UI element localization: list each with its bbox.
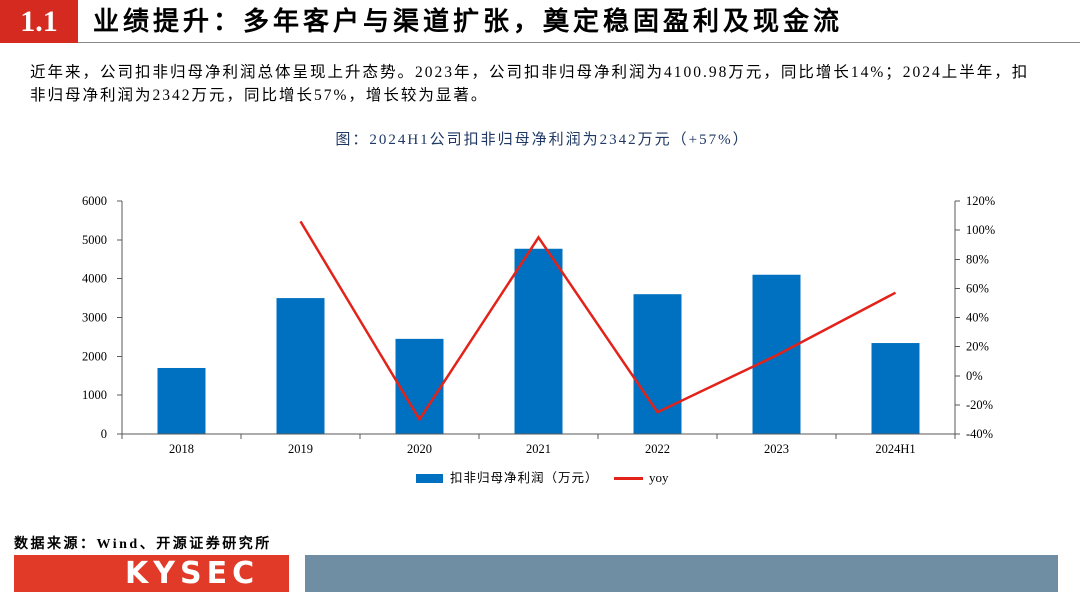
bar-2019 bbox=[276, 298, 325, 434]
x-tick-label: 2020 bbox=[407, 442, 432, 456]
right-tick-label: 60% bbox=[966, 281, 989, 295]
bar-2018 bbox=[157, 367, 206, 434]
left-tick-label: 2000 bbox=[82, 349, 107, 363]
x-tick-label: 2019 bbox=[288, 442, 313, 456]
kysec-logo: KYSEC bbox=[14, 555, 289, 592]
bar-2024H1 bbox=[871, 343, 920, 434]
legend-line-swatch bbox=[614, 477, 643, 480]
legend-bar-swatch bbox=[416, 474, 443, 483]
intro-line: 非归母净利润为2342万元，同比增长57%，增长较为显著。 bbox=[30, 87, 489, 104]
x-tick-label: 2021 bbox=[526, 442, 551, 456]
logo-text: KYSEC bbox=[125, 556, 260, 591]
right-tick-label: 40% bbox=[966, 311, 989, 325]
data-source-note: 数据来源：Wind、开源证券研究所 bbox=[14, 537, 272, 552]
right-tick-label: 100% bbox=[966, 223, 995, 237]
intro-line: 近年来，公司扣非归母净利润总体呈现上升态势。2023年，公司扣非归母净利润为41… bbox=[30, 64, 1030, 81]
left-tick-label: 5000 bbox=[82, 233, 107, 247]
bar-2021 bbox=[514, 248, 563, 434]
right-tick-label: 20% bbox=[966, 340, 989, 354]
left-tick-label: 3000 bbox=[82, 311, 107, 325]
legend-line-label: yoy bbox=[649, 470, 669, 485]
footer-bar bbox=[305, 555, 1058, 592]
x-tick-label: 2024H1 bbox=[875, 442, 915, 456]
left-tick-label: 4000 bbox=[82, 272, 107, 286]
right-tick-label: 80% bbox=[966, 252, 989, 266]
x-tick-label: 2022 bbox=[645, 442, 670, 456]
header-divider bbox=[78, 42, 1080, 43]
chart-plot: 0 1000 2000 3000 4000 5000 6000 -40% -20% 0% 20% 40… bbox=[82, 194, 995, 456]
x-tick-label: 2018 bbox=[169, 442, 194, 456]
right-tick-label: 120% bbox=[966, 194, 995, 208]
page-title: 业绩提升：多年客户与渠道扩张，奠定稳固盈利及现金流 bbox=[93, 7, 844, 36]
right-tick-label: -20% bbox=[966, 398, 993, 412]
x-tick-label: 2023 bbox=[764, 442, 789, 456]
left-tick-label: 1000 bbox=[82, 388, 107, 402]
right-tick-label: 0% bbox=[966, 369, 983, 383]
right-tick-label: -40% bbox=[966, 427, 993, 441]
chart-title: 图：2024H1公司扣非归母净利润为2342万元（+57%） bbox=[335, 132, 750, 148]
yoy-line bbox=[299, 220, 897, 422]
legend-bar-label: 扣非归母净利润（万元） bbox=[450, 471, 599, 485]
left-tick-label: 6000 bbox=[82, 194, 107, 208]
intro-paragraph: 近年来，公司扣非归母净利润总体呈现上升态势。2023年，公司扣非归母净利润为41… bbox=[30, 61, 1075, 107]
left-tick-label: 0 bbox=[101, 427, 107, 441]
section-number-badge: 1.1 bbox=[0, 0, 78, 43]
